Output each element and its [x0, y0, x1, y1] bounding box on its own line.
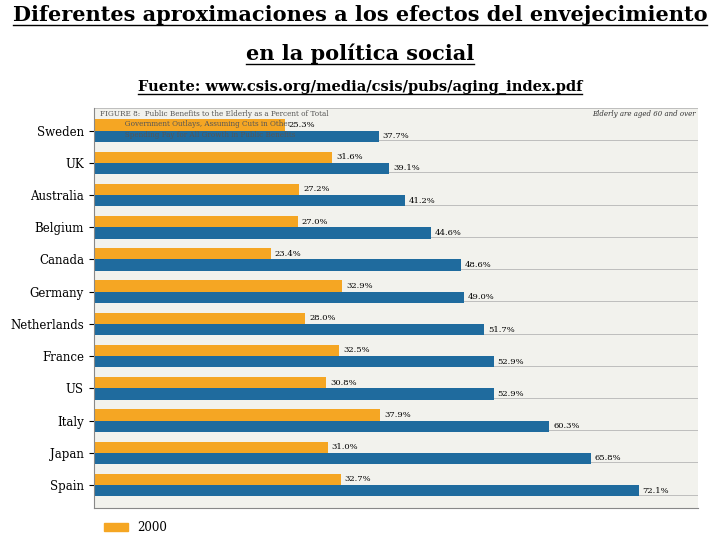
Bar [94, 248, 271, 259]
Bar [94, 280, 342, 292]
Text: 52.9%: 52.9% [498, 390, 524, 398]
Bar [94, 421, 549, 432]
Text: 52.9%: 52.9% [498, 358, 524, 366]
Bar [94, 377, 326, 388]
Text: Fuente: www.csis.org/media/csis/pubs/aging_index.pdf: Fuente: www.csis.org/media/csis/pubs/agi… [138, 80, 582, 94]
Text: 37.9%: 37.9% [384, 411, 410, 419]
Text: 32.7%: 32.7% [345, 475, 372, 483]
Text: 23.4%: 23.4% [274, 250, 301, 258]
Text: 60.3%: 60.3% [553, 422, 580, 430]
Bar [94, 163, 390, 174]
Bar [94, 216, 298, 227]
Bar [94, 227, 431, 239]
Bar [94, 345, 339, 356]
Bar [94, 131, 379, 142]
Text: 31.0%: 31.0% [332, 443, 359, 451]
Bar [94, 388, 493, 400]
Text: 48.6%: 48.6% [465, 261, 492, 269]
Text: 72.1%: 72.1% [642, 487, 669, 495]
Bar [94, 324, 485, 335]
Text: 39.1%: 39.1% [393, 164, 420, 172]
Text: 49.0%: 49.0% [468, 293, 495, 301]
Text: 51.7%: 51.7% [488, 326, 515, 334]
Bar [94, 259, 461, 271]
Legend: 2000, 2040: 2000, 2040 [99, 516, 172, 540]
Bar [94, 453, 591, 464]
Text: FIGURE 8:  Public Benefits to the Elderly as a Percent of Total
           Gover: FIGURE 8: Public Benefits to the Elderly… [99, 110, 328, 139]
Text: 44.6%: 44.6% [435, 229, 462, 237]
Text: 65.8%: 65.8% [595, 455, 621, 462]
Text: 32.5%: 32.5% [343, 347, 369, 354]
Text: 30.8%: 30.8% [330, 379, 357, 387]
Text: 31.6%: 31.6% [336, 153, 363, 161]
Bar [94, 442, 328, 453]
Bar [94, 474, 341, 485]
Bar [94, 356, 493, 367]
Bar [94, 292, 464, 303]
Text: 32.9%: 32.9% [346, 282, 373, 290]
Bar [94, 152, 333, 163]
Bar [94, 485, 639, 496]
Text: 37.7%: 37.7% [382, 132, 409, 140]
Bar [94, 119, 285, 131]
Text: 41.2%: 41.2% [409, 197, 436, 205]
Text: 28.0%: 28.0% [309, 314, 336, 322]
Bar [94, 409, 380, 421]
Text: 27.2%: 27.2% [303, 185, 330, 193]
Bar [94, 313, 305, 324]
Bar [94, 184, 300, 195]
Text: Elderly are aged 60 and over: Elderly are aged 60 and over [592, 110, 696, 118]
Bar [94, 195, 405, 206]
Text: Diferentes aproximaciones a los efectos del envejecimiento: Diferentes aproximaciones a los efectos … [13, 5, 707, 25]
Text: en la política social: en la política social [246, 44, 474, 64]
Text: 27.0%: 27.0% [302, 218, 328, 226]
Text: 25.3%: 25.3% [289, 121, 315, 129]
